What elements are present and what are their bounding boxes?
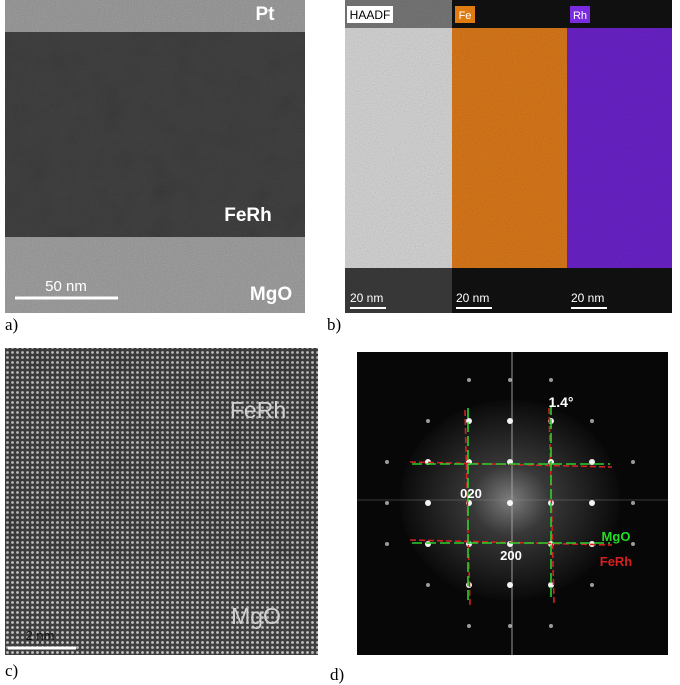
panel-label: b) [327,315,341,334]
diffraction-spot [631,460,635,464]
texture [345,0,672,313]
channel-tag [570,6,590,23]
diffraction-spot [590,419,594,423]
diffraction-spot [385,460,389,464]
diffraction-spot [549,378,553,382]
annotation: FeRh [230,397,286,423]
panel-d: 1.4° 020 200 MgO FeRh d) [330,352,668,684]
spot-label: 020 [460,486,482,501]
annotation: MgO [250,284,292,305]
ferh-line [548,407,555,604]
texture [5,32,305,237]
angle-label: 1.4° [548,394,573,410]
scale-label: 2 nm [26,628,55,643]
diffraction-spot [467,378,471,382]
diffraction-spot [426,583,430,587]
diffraction-spot [466,418,472,424]
scale-label: 20 nm [350,291,383,305]
diffraction-spot [631,501,635,505]
annotation: MgO [231,603,281,629]
diffraction-spot [589,459,595,465]
panel-a: Pt FeRh MgO 50 nm a) [5,0,305,334]
panel-label: a) [5,315,18,334]
diffraction-spot [425,500,431,506]
panel-b: HAADF Fe Rh 20 nm 20 nm 20 nm b) [327,0,672,334]
diffraction-spot [426,419,430,423]
texture [5,348,318,655]
diffraction-spot [385,501,389,505]
diffraction-spot [548,582,554,588]
panel-label: d) [330,665,344,684]
diffraction-spot [631,542,635,546]
channel-label: Fe [459,10,472,22]
spot-label: 200 [500,548,522,563]
legend-label: MgO [602,529,631,544]
panel-label: c) [5,661,18,680]
panel-c: FeRh MgO 2 nm c) [5,348,318,680]
spots [385,378,635,628]
diffraction-spot [467,624,471,628]
diffraction-spot [507,500,513,506]
diffraction-spot [508,624,512,628]
mgo-lines [412,405,610,602]
scale-label: 50 nm [45,278,87,295]
diffraction-spot [507,582,513,588]
channel-label: Rh [573,10,587,22]
diffraction-spot [590,583,594,587]
scale-label: 20 nm [571,291,604,305]
diffraction-spot [589,500,595,506]
scale-label: 20 nm [456,291,489,305]
diffraction-spot [385,542,389,546]
diffraction-spot [508,378,512,382]
channel-tag [347,6,393,23]
diffraction-spot [549,624,553,628]
diffraction-spot [425,541,431,547]
ferh-line [464,409,471,606]
annotation: Pt [256,4,276,25]
channel-label: HAADF [350,8,391,22]
annotation: FeRh [224,205,272,226]
legend-label: FeRh [600,554,633,569]
diffraction-spot [507,418,513,424]
channel-tag [455,6,475,23]
